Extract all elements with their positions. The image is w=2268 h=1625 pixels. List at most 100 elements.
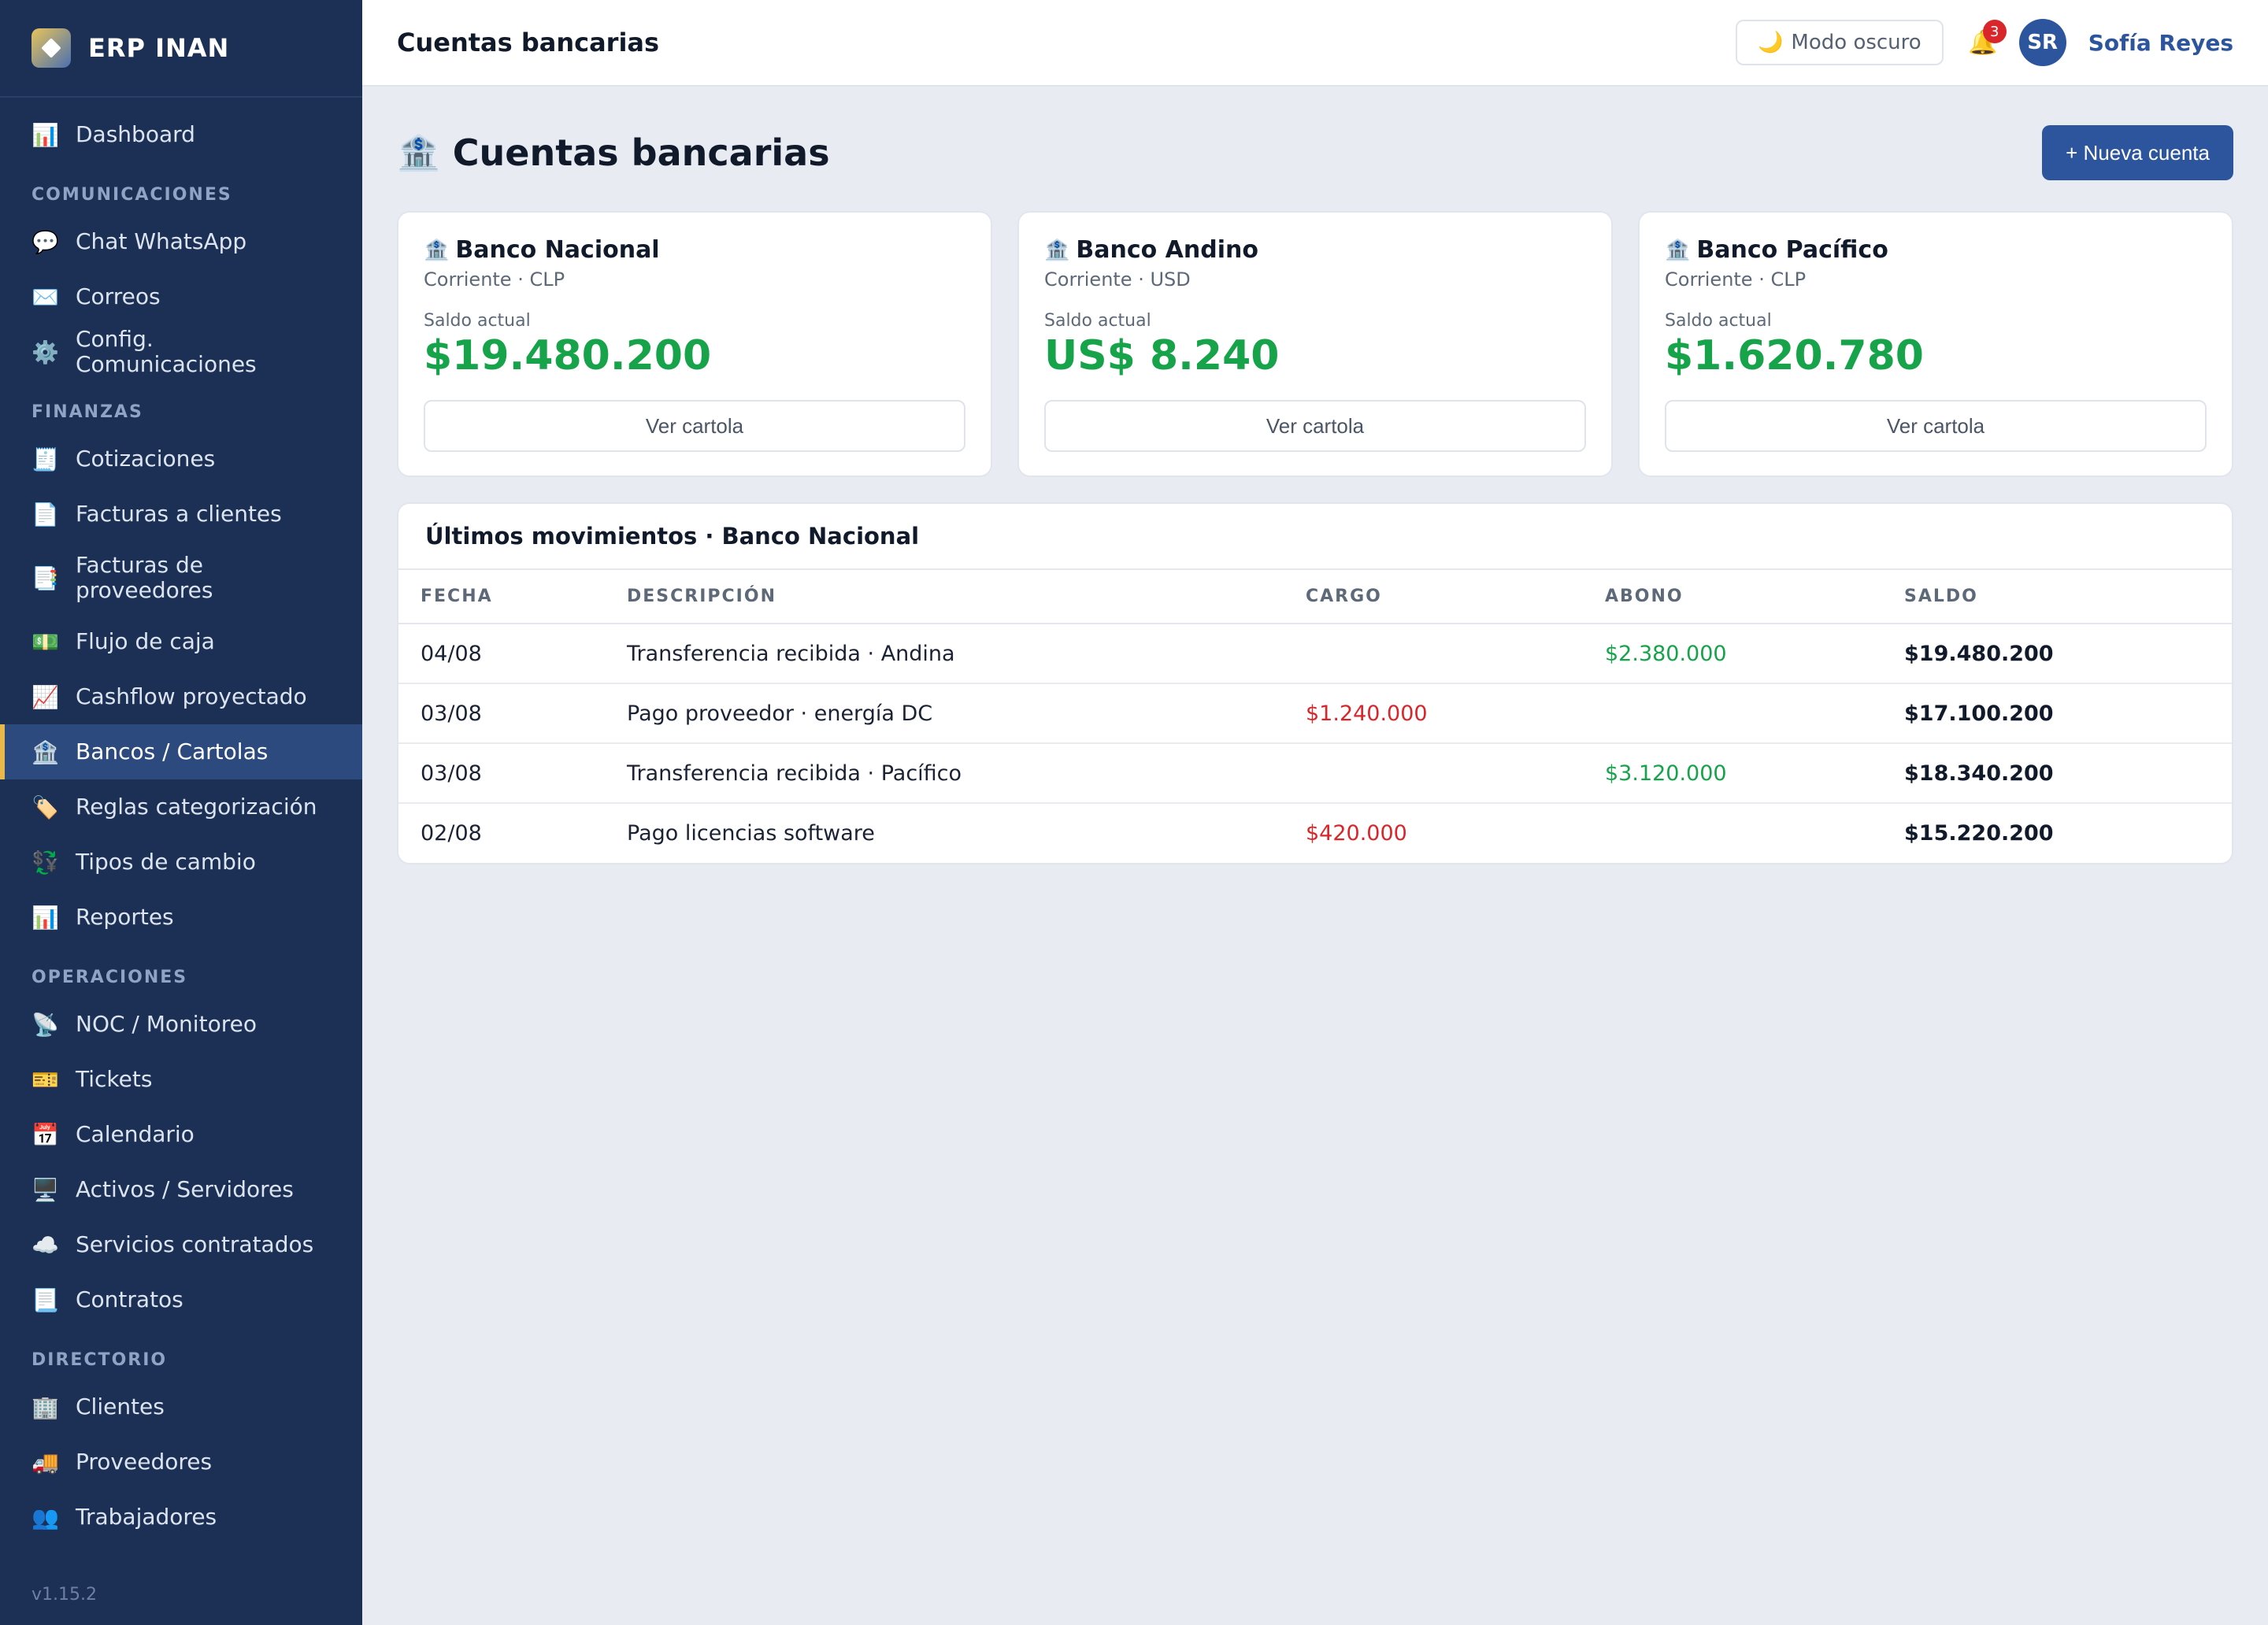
sidebar-item-label: Contratos	[76, 1286, 183, 1312]
document-icon: 📄	[32, 501, 59, 527]
sidebar-item-activos-servidores[interactable]: 🖥️ Activos / Servidores	[0, 1162, 362, 1217]
receipt-icon: 🧾	[32, 446, 59, 472]
tag-icon: 🏷️	[32, 794, 59, 820]
account-name: 🏦 Banco Andino	[1044, 236, 1586, 264]
sidebar: ERP INAN 📊 Dashboard COMUNICACIONES 💬 Chat W…	[0, 0, 362, 1625]
cell-fecha: 03/08	[398, 743, 605, 804]
table-row[interactable]: 04/08 Transferencia recibida · Andina $2.3…	[398, 624, 2232, 684]
documents-icon: 📑	[32, 564, 59, 591]
cell-cargo	[1284, 624, 1583, 684]
sidebar-section-title: OPERACIONES	[32, 968, 188, 987]
sidebar-item-tipos-de-cambio[interactable]: 💱 Tipos de cambio	[0, 835, 362, 890]
new-account-button[interactable]: + Nueva cuenta	[2042, 125, 2233, 180]
account-name: 🏦 Banco Nacional	[424, 236, 965, 264]
account-name-text: Banco Andino	[1076, 236, 1258, 264]
column-header-cargo[interactable]: CARGO	[1284, 570, 1583, 624]
chart-icon: 📊	[32, 121, 59, 148]
cell-abono	[1583, 803, 1882, 863]
column-header-abono[interactable]: ABONO	[1583, 570, 1882, 624]
sidebar-item-clientes[interactable]: 🏢 Clientes	[0, 1379, 362, 1434]
dark-mode-toggle[interactable]: 🌙 Modo oscuro	[1736, 20, 1944, 65]
sidebar-item-reportes[interactable]: 📊 Reportes	[0, 890, 362, 945]
sidebar-item-tickets[interactable]: 🎫 Tickets	[0, 1052, 362, 1107]
cell-descripcion: Transferencia recibida · Pacífico	[605, 743, 1284, 804]
cell-cargo	[1284, 743, 1583, 804]
sidebar-item-label: Bancos / Cartolas	[76, 738, 269, 764]
bank-icon: 🏦	[397, 133, 440, 173]
sidebar-item-servicios-contratados[interactable]: ☁️ Servicios contratados	[0, 1217, 362, 1272]
view-statement-button[interactable]: Ver cartola	[424, 400, 965, 452]
cell-cargo: $420.000	[1306, 821, 1407, 846]
contract-icon: 📃	[32, 1286, 59, 1313]
account-card: 🏦 Banco Pacífico Corriente · CLP Saldo a…	[1638, 211, 2233, 477]
cell-fecha: 03/08	[398, 683, 605, 744]
sidebar-item-label: Correos	[76, 283, 161, 309]
sidebar-item-noc-monitoreo[interactable]: 📡 NOC / Monitoreo	[0, 997, 362, 1052]
cell-descripcion: Transferencia recibida · Andina	[605, 624, 1284, 684]
notifications-button[interactable]: 🔔 3	[1967, 20, 2007, 62]
movements-table: FECHA DESCRIPCIÓN CARGO ABONO SALDO 04/0…	[398, 570, 2232, 863]
column-header-saldo[interactable]: SALDO	[1882, 570, 2232, 624]
sidebar-item-label: Dashboard	[76, 121, 195, 147]
table-row[interactable]: 02/08 Pago licencias software $420.000 $15.…	[398, 803, 2232, 863]
sidebar-item-trabajadores[interactable]: 👥 Trabajadores	[0, 1490, 362, 1545]
sidebar-item-chat-whatsapp[interactable]: 💬 Chat WhatsApp	[0, 214, 362, 269]
column-header-descripcion[interactable]: DESCRIPCIÓN	[605, 570, 1284, 624]
cloud-icon: ☁️	[32, 1231, 59, 1258]
sidebar-item-cotizaciones[interactable]: 🧾 Cotizaciones	[0, 431, 362, 487]
moon-icon: 🌙	[1758, 31, 1784, 54]
chat-icon: 💬	[32, 228, 59, 255]
people-icon: 👥	[32, 1504, 59, 1531]
brand[interactable]: ERP INAN	[0, 0, 362, 98]
trend-icon: 📈	[32, 683, 59, 710]
topbar-title: Cuentas bancarias	[397, 28, 660, 57]
sidebar-item-facturas-a-clientes[interactable]: 📄 Facturas a clientes	[0, 487, 362, 542]
sidebar-item-proveedores[interactable]: 🚚 Proveedores	[0, 1434, 362, 1490]
sidebar-item-cashflow-proyectado[interactable]: 📈 Cashflow proyectado	[0, 669, 362, 724]
avatar[interactable]: SR	[2018, 19, 2066, 66]
truck-icon: 🚚	[32, 1449, 59, 1475]
account-type: Corriente · CLP	[1665, 268, 1807, 291]
sidebar-item-label: Tickets	[76, 1066, 153, 1092]
sidebar-item-label: Reportes	[76, 904, 174, 930]
exchange-icon: 💱	[32, 849, 59, 875]
sidebar-item-label: Cotizaciones	[76, 446, 216, 472]
sidebar-nav: 📊 Dashboard COMUNICACIONES 💬 Chat WhatsApp ✉️…	[0, 98, 362, 1545]
table-header-row: FECHA DESCRIPCIÓN CARGO ABONO SALDO	[398, 570, 2232, 624]
cell-saldo: $15.220.200	[1904, 821, 2054, 846]
sidebar-item-bancos-cartolas[interactable]: 🏦 Bancos / Cartolas	[0, 724, 362, 779]
sidebar-item-flujo-de-caja[interactable]: 💵 Flujo de caja	[0, 614, 362, 669]
balance-label: Saldo actual	[1665, 311, 1772, 331]
cell-cargo: $1.240.000	[1284, 683, 1583, 744]
topbar: Cuentas bancarias 🌙 Modo oscuro 🔔 3 SR S…	[362, 0, 2268, 87]
user-name[interactable]: Sofía Reyes	[2088, 29, 2233, 56]
bank-icon: 🏦	[1044, 238, 1070, 262]
account-type: Corriente · USD	[1044, 268, 1191, 291]
sidebar-item-facturas-de-proveedores[interactable]: 📑 Facturas de proveedores	[0, 542, 362, 614]
balance-label: Saldo actual	[424, 311, 531, 331]
table-row[interactable]: 03/08 Pago proveedor · energía DC $1.240.0…	[398, 683, 2232, 744]
account-balance: $19.480.200	[424, 332, 712, 379]
account-name-text: Banco Pacífico	[1696, 236, 1888, 264]
view-statement-button[interactable]: Ver cartola	[1044, 400, 1586, 452]
column-header-fecha[interactable]: FECHA	[398, 570, 605, 624]
sidebar-item-dashboard[interactable]: 📊 Dashboard	[0, 107, 362, 162]
antenna-icon: 📡	[32, 1011, 59, 1038]
view-statement-button[interactable]: Ver cartola	[1665, 400, 2207, 452]
bank-icon: 🏦	[32, 738, 59, 765]
sidebar-item-config-comunicaciones[interactable]: ⚙️ Config. Comunicaciones	[0, 324, 362, 379]
sidebar-item-label: Calendario	[76, 1121, 195, 1147]
sidebar-item-label: Chat WhatsApp	[76, 228, 247, 254]
brand-logo-icon	[32, 28, 71, 68]
sidebar-item-label: Activos / Servidores	[76, 1176, 294, 1202]
sidebar-item-contratos[interactable]: 📃 Contratos	[0, 1272, 362, 1327]
table-row[interactable]: 03/08 Transferencia recibida · Pacífico $3…	[398, 743, 2232, 804]
sidebar-item-calendario[interactable]: 📅 Calendario	[0, 1107, 362, 1162]
account-balance: $1.620.780	[1665, 332, 1924, 379]
building-icon: 🏢	[32, 1394, 59, 1420]
sidebar-item-reglas-categorizacion[interactable]: 🏷️ Reglas categorización	[0, 779, 362, 835]
cell-fecha: 02/08	[421, 821, 482, 846]
sidebar-item-correos[interactable]: ✉️ Correos	[0, 269, 362, 324]
account-balance: US$ 8.240	[1044, 332, 1280, 379]
sidebar-item-label: NOC / Monitoreo	[76, 1011, 257, 1037]
